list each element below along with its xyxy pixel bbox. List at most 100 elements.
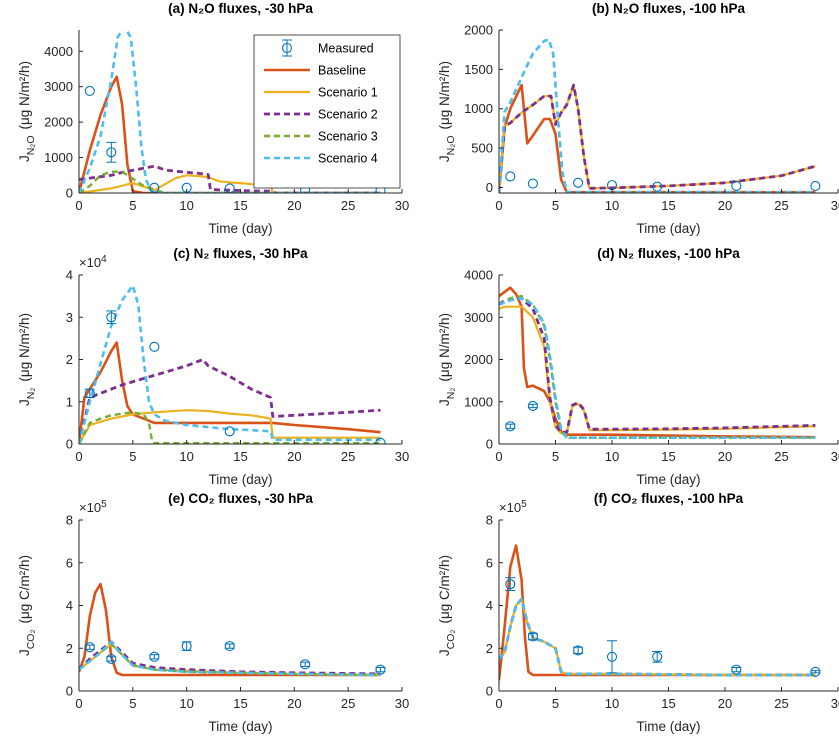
legend-label: Scenario 1 bbox=[318, 86, 378, 100]
y-tick-label: 500 bbox=[471, 141, 493, 156]
exponent-base: ×10 bbox=[499, 500, 521, 515]
exponent-power: 5 bbox=[101, 499, 107, 510]
x-tick-label: 25 bbox=[774, 198, 788, 213]
y-axis-label: JN₂ (μg N/m²/h) bbox=[437, 313, 457, 406]
legend-item-s1: Scenario 1 bbox=[264, 86, 378, 100]
series-line-s4 bbox=[499, 597, 816, 677]
measured-point bbox=[731, 180, 742, 191]
legend-label: Measured bbox=[318, 42, 374, 56]
x-axis-label: Time (day) bbox=[208, 719, 272, 734]
plot-area bbox=[79, 275, 402, 444]
measured-point bbox=[527, 631, 538, 642]
x-tick-label: 15 bbox=[661, 198, 675, 213]
y-tick-label: 2 bbox=[486, 641, 493, 656]
y-tick-label: 4 bbox=[486, 598, 493, 613]
x-tick-label: 10 bbox=[605, 198, 619, 213]
x-tick-label: 25 bbox=[774, 696, 788, 711]
x-tick-label: 10 bbox=[605, 449, 619, 464]
exponent-base: ×10 bbox=[79, 500, 101, 515]
x-tick-label: 30 bbox=[395, 449, 409, 464]
y-label-unit: (μg C/m²/h) bbox=[17, 555, 32, 624]
x-tick-label: 20 bbox=[718, 696, 732, 711]
x-tick-label: 10 bbox=[179, 449, 193, 464]
measured-point bbox=[84, 642, 95, 653]
y-label-unit: (μg N/m²/h) bbox=[437, 61, 452, 130]
x-tick-label: 15 bbox=[661, 696, 675, 711]
y-tick-label: 0 bbox=[486, 437, 493, 452]
legend-item-s4: Scenario 4 bbox=[264, 152, 378, 166]
measured-point bbox=[149, 341, 160, 352]
series-line-s2 bbox=[79, 640, 381, 676]
y-label-main: J bbox=[17, 399, 32, 406]
series-line-s2 bbox=[499, 296, 816, 434]
legend-marker bbox=[281, 42, 293, 54]
measured-point bbox=[375, 437, 386, 444]
x-tick-label: 10 bbox=[179, 198, 193, 213]
x-tick-label: 5 bbox=[552, 198, 559, 213]
x-tick-label: 25 bbox=[341, 696, 355, 711]
y-tick-label: 1000 bbox=[464, 101, 493, 116]
series-line-s4 bbox=[79, 640, 381, 677]
measured-group bbox=[84, 641, 386, 675]
plot-area bbox=[499, 30, 838, 193]
measured-point bbox=[731, 664, 742, 675]
y-tick-label: 8 bbox=[66, 513, 73, 528]
measured-group bbox=[505, 171, 821, 192]
measured-point bbox=[375, 664, 386, 675]
series-line-s2 bbox=[499, 83, 816, 193]
measured-point bbox=[106, 653, 117, 664]
y-label-main: J bbox=[437, 649, 452, 656]
measured-group bbox=[84, 310, 386, 444]
x-tick-label: 20 bbox=[287, 449, 301, 464]
measured-point bbox=[224, 641, 235, 652]
x-tick-label: 5 bbox=[552, 696, 559, 711]
y-label-sub: N₂O bbox=[445, 135, 457, 155]
y-tick-label: 3000 bbox=[464, 310, 493, 325]
y-tick-label: 0 bbox=[486, 684, 493, 699]
exponent-power: 4 bbox=[101, 254, 107, 265]
x-axis-label: Time (day) bbox=[208, 221, 272, 236]
series-line-s4 bbox=[499, 38, 816, 193]
y-tick-label: 4 bbox=[66, 268, 73, 283]
y-label-main: J bbox=[437, 155, 452, 162]
series-group bbox=[79, 284, 381, 444]
legend-label: Scenario 4 bbox=[318, 152, 378, 166]
y-label-unit: (μg N/m²/h) bbox=[17, 61, 32, 130]
x-tick-label: 5 bbox=[129, 449, 136, 464]
y-tick-label: 6 bbox=[66, 555, 73, 570]
series-line-s3 bbox=[79, 170, 381, 193]
y-axis-label: JN₂O (μg N/m²/h) bbox=[437, 61, 457, 162]
series-line-s2 bbox=[79, 358, 381, 444]
y-tick-label: 6 bbox=[486, 555, 493, 570]
x-tick-label: 5 bbox=[552, 449, 559, 464]
measured-point bbox=[505, 421, 516, 432]
x-tick-label: 25 bbox=[341, 449, 355, 464]
x-tick-label: 0 bbox=[495, 696, 502, 711]
y-label-main: J bbox=[17, 155, 32, 162]
x-tick-label: 15 bbox=[233, 696, 247, 711]
x-tick-label: 30 bbox=[831, 198, 839, 213]
measured-point bbox=[527, 178, 538, 189]
axis-exponent: ×105 bbox=[79, 499, 107, 515]
series-line-baseline bbox=[79, 75, 381, 193]
measured-point bbox=[149, 182, 160, 193]
panel-title: (b) N₂O fluxes, -100 hPa bbox=[592, 1, 746, 16]
series-line-s4 bbox=[499, 296, 816, 440]
series-group bbox=[499, 286, 816, 440]
panel-title: (c) N₂ fluxes, -30 hPa bbox=[173, 246, 308, 261]
y-label-unit: (μg C/m²/h) bbox=[437, 555, 452, 624]
y-tick-label: 2000 bbox=[464, 23, 493, 38]
measured-point bbox=[300, 659, 311, 670]
x-axis-label: Time (day) bbox=[636, 719, 700, 734]
y-tick-label: 3 bbox=[66, 310, 73, 325]
legend: Measured Baseline Scenario 1 Scenario 2 Scen… bbox=[253, 34, 401, 189]
y-tick-label: 0 bbox=[66, 684, 73, 699]
y-axis-label: JN₂O (μg N/m²/h) bbox=[17, 61, 37, 162]
panel-title: (e) CO₂ fluxes, -30 hPa bbox=[168, 491, 313, 506]
x-tick-label: 30 bbox=[831, 449, 839, 464]
y-label-sub: N₂O bbox=[25, 135, 37, 155]
measured-point bbox=[810, 180, 821, 191]
